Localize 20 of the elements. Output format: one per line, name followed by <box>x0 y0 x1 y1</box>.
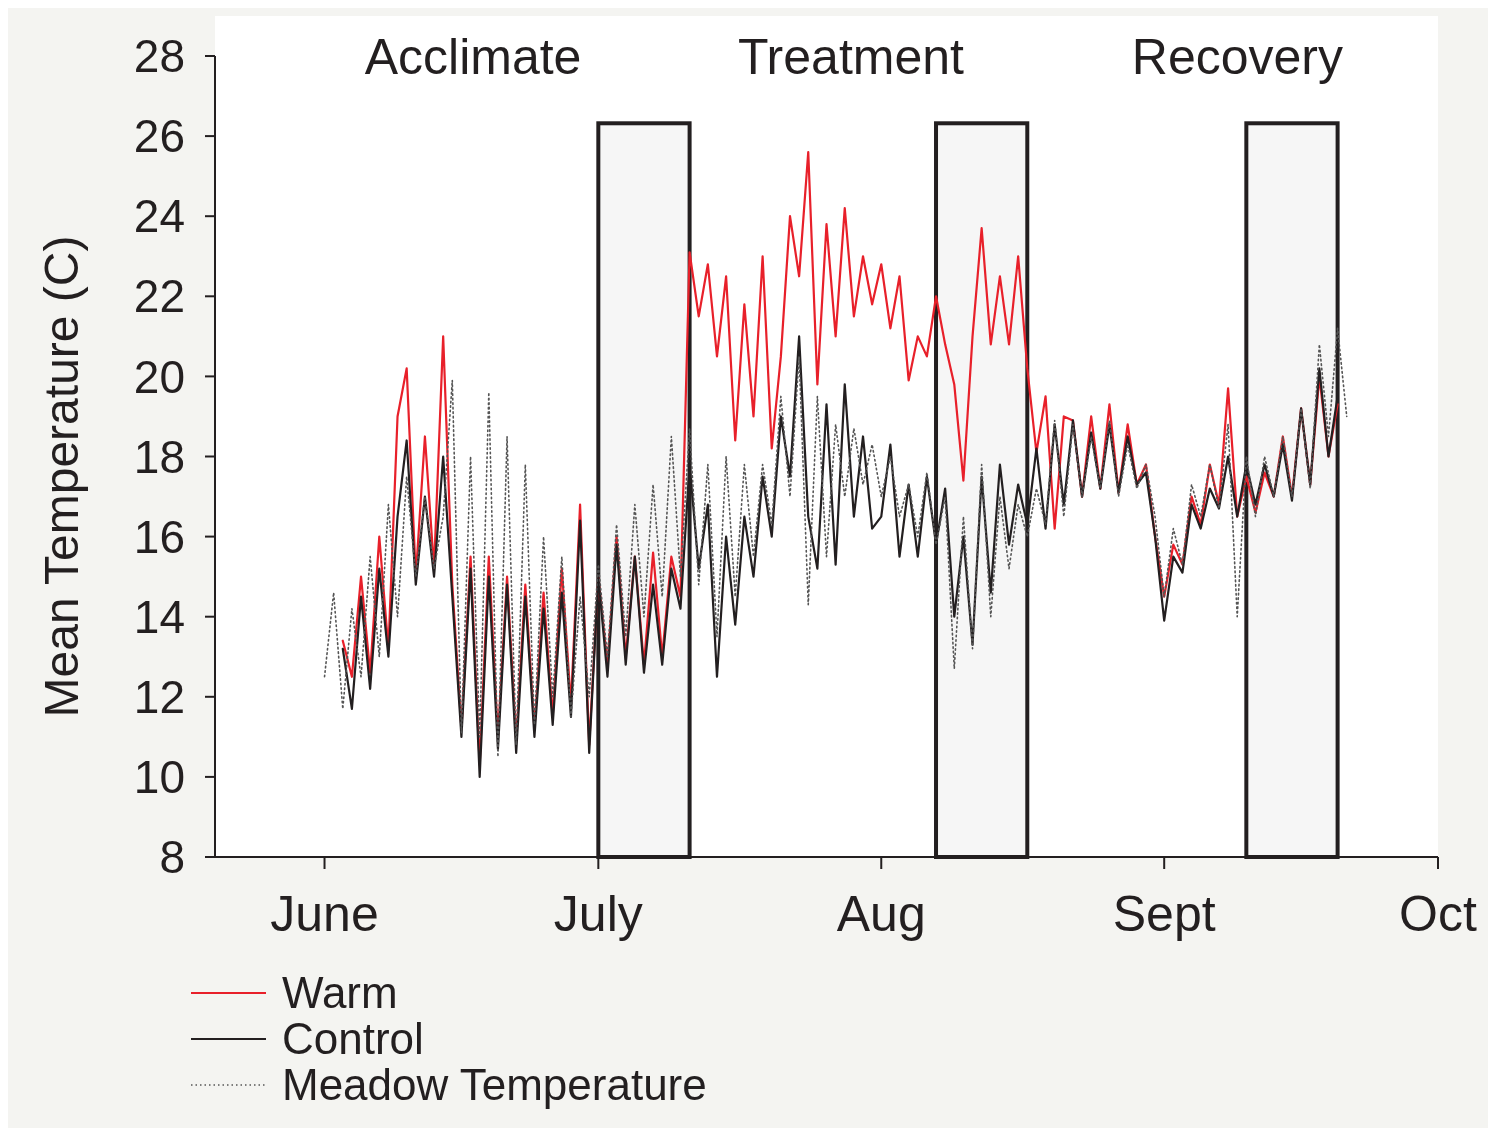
annotation: Recovery <box>1131 28 1344 85</box>
x-tick-label: Sept <box>1112 886 1216 942</box>
y-tick-label: 20 <box>133 350 185 403</box>
y-tick-label: 18 <box>133 430 185 483</box>
y-tick-label: 22 <box>133 270 185 323</box>
y-tick-label: 14 <box>133 590 185 643</box>
y-tick-label: 28 <box>133 30 185 83</box>
x-tick-label: Oct <box>1399 886 1477 942</box>
y-tick-label: 12 <box>133 670 185 723</box>
x-tick-label: Aug <box>836 886 926 942</box>
y-axis-title: Mean Temperature (C) <box>35 235 88 718</box>
y-tick-label: 26 <box>133 110 185 163</box>
y-tick-label: 8 <box>159 831 185 884</box>
y-tick-label: 10 <box>133 751 185 803</box>
y-tick-label: 16 <box>133 510 185 563</box>
annotation: Acclimate <box>364 28 582 85</box>
x-tick-label: June <box>270 886 379 942</box>
x-tick-label: July <box>553 886 643 942</box>
y-tick-label: 24 <box>133 190 185 243</box>
annotation: Treatment <box>737 28 965 85</box>
